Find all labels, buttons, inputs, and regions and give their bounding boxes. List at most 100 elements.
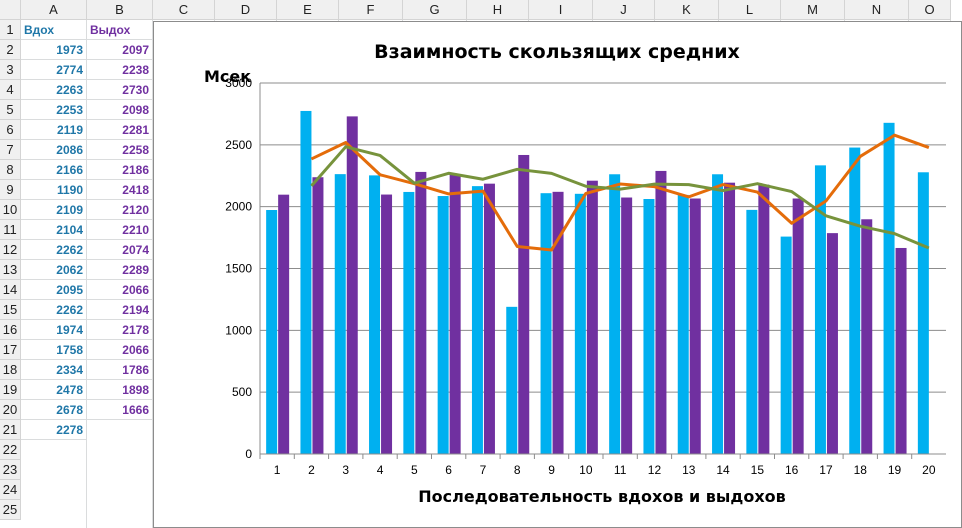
cell-b1-header[interactable]: Выдох: [87, 20, 153, 40]
row-header-4[interactable]: 4: [0, 80, 21, 100]
column-header-l[interactable]: L: [719, 0, 781, 20]
row-header-22[interactable]: 22: [0, 440, 21, 460]
y-tick-label: 500: [232, 385, 252, 399]
cell-a15[interactable]: 2262: [21, 300, 87, 320]
cell-a9[interactable]: 1190: [21, 180, 87, 200]
cell-b9[interactable]: 2418: [87, 180, 153, 200]
bar-inhale: [712, 174, 724, 455]
cell-b6[interactable]: 2281: [87, 120, 153, 140]
cell-a20[interactable]: 2678: [21, 400, 87, 420]
cell-b8[interactable]: 2186: [87, 160, 153, 180]
cell-b13[interactable]: 2289: [87, 260, 153, 280]
row-header-16[interactable]: 16: [0, 320, 21, 340]
column-header-e[interactable]: E: [277, 0, 339, 20]
row-header-17[interactable]: 17: [0, 340, 21, 360]
column-header-h[interactable]: H: [467, 0, 529, 20]
cell-b19[interactable]: 1898: [87, 380, 153, 400]
column-header-b[interactable]: B: [87, 0, 153, 20]
row-header-11[interactable]: 11: [0, 220, 21, 240]
cell-b18[interactable]: 1786: [87, 360, 153, 380]
bar-exhale: [483, 183, 495, 454]
x-tick-label: 5: [411, 463, 418, 477]
y-tick-label: 2500: [225, 138, 252, 152]
cell-a6[interactable]: 2119: [21, 120, 87, 140]
cell-b17[interactable]: 2066: [87, 340, 153, 360]
cell-b20[interactable]: 1666: [87, 400, 153, 420]
row-header-23[interactable]: 23: [0, 460, 21, 480]
cell-b5[interactable]: 2098: [87, 100, 153, 120]
row-header-15[interactable]: 15: [0, 300, 21, 320]
row-header-10[interactable]: 10: [0, 200, 21, 220]
row-header-18[interactable]: 18: [0, 360, 21, 380]
row-header-13[interactable]: 13: [0, 260, 21, 280]
cell-a21[interactable]: 2278: [21, 420, 87, 440]
column-header-n[interactable]: N: [845, 0, 909, 20]
cell-a2[interactable]: 1973: [21, 40, 87, 60]
column-header-i[interactable]: I: [529, 0, 593, 20]
row-header-25[interactable]: 25: [0, 500, 21, 520]
cell-b4[interactable]: 2730: [87, 80, 153, 100]
cell-a18[interactable]: 2334: [21, 360, 87, 380]
bar-exhale: [621, 197, 633, 455]
x-tick-label: 8: [514, 463, 521, 477]
y-tick-label: 1500: [225, 262, 252, 276]
column-header-m[interactable]: M: [781, 0, 845, 20]
x-tick-label: 13: [682, 463, 696, 477]
cell-a8[interactable]: 2166: [21, 160, 87, 180]
cell-b12[interactable]: 2074: [87, 240, 153, 260]
cell-a19[interactable]: 2478: [21, 380, 87, 400]
row-header-8[interactable]: 8: [0, 160, 21, 180]
cell-a3[interactable]: 2774: [21, 60, 87, 80]
cell-b11[interactable]: 2210: [87, 220, 153, 240]
bar-exhale: [689, 198, 701, 454]
row-header-5[interactable]: 5: [0, 100, 21, 120]
bar-inhale: [883, 122, 895, 454]
x-tick-label: 18: [854, 463, 868, 477]
row-header-12[interactable]: 12: [0, 240, 21, 260]
column-header-f[interactable]: F: [339, 0, 403, 20]
cell-a10[interactable]: 2109: [21, 200, 87, 220]
bar-exhale: [655, 170, 667, 454]
row-header-9[interactable]: 9: [0, 180, 21, 200]
cell-b10[interactable]: 2120: [87, 200, 153, 220]
column-header-k[interactable]: K: [655, 0, 719, 20]
chart-area[interactable]: 0 500 1000 1500 2000 2500 3000 1 2 3 4 5 6 7 8 9 10 11 12 1…: [153, 21, 962, 528]
cell-a5[interactable]: 2253: [21, 100, 87, 120]
cell-b14[interactable]: 2066: [87, 280, 153, 300]
row-header-6[interactable]: 6: [0, 120, 21, 140]
column-header-j[interactable]: J: [593, 0, 655, 20]
column-header-g[interactable]: G: [403, 0, 467, 20]
cell-a1-header[interactable]: Вдох: [21, 20, 87, 40]
row-header-2[interactable]: 2: [0, 40, 21, 60]
cell-b16[interactable]: 2178: [87, 320, 153, 340]
select-all-corner[interactable]: [0, 0, 21, 20]
cell-a4[interactable]: 2263: [21, 80, 87, 100]
column-header-a[interactable]: A: [21, 0, 87, 20]
row-header-1[interactable]: 1: [0, 20, 21, 40]
cell-a7[interactable]: 2086: [21, 140, 87, 160]
cell-b2[interactable]: 2097: [87, 40, 153, 60]
column-header-d[interactable]: D: [215, 0, 277, 20]
cell-b15[interactable]: 2194: [87, 300, 153, 320]
cell-a12[interactable]: 2262: [21, 240, 87, 260]
column-header-o[interactable]: O: [909, 0, 951, 20]
column-header-c[interactable]: C: [153, 0, 215, 20]
cell-b3[interactable]: 2238: [87, 60, 153, 80]
y-axis-title: Мсек: [204, 67, 251, 86]
bar-exhale: [861, 219, 873, 454]
row-header-14[interactable]: 14: [0, 280, 21, 300]
cell-a14[interactable]: 2095: [21, 280, 87, 300]
cell-a11[interactable]: 2104: [21, 220, 87, 240]
cell-b7[interactable]: 2258: [87, 140, 153, 160]
x-axis-title: Последовательность вдохов и выдохов: [418, 487, 786, 506]
row-header-7[interactable]: 7: [0, 140, 21, 160]
row-header-21[interactable]: 21: [0, 420, 21, 440]
row-header-20[interactable]: 20: [0, 400, 21, 420]
row-header-24[interactable]: 24: [0, 480, 21, 500]
cell-a16[interactable]: 1974: [21, 320, 87, 340]
cell-a13[interactable]: 2062: [21, 260, 87, 280]
bar-exhale: [724, 182, 736, 454]
row-header-3[interactable]: 3: [0, 60, 21, 80]
row-header-19[interactable]: 19: [0, 380, 21, 400]
cell-a17[interactable]: 1758: [21, 340, 87, 360]
